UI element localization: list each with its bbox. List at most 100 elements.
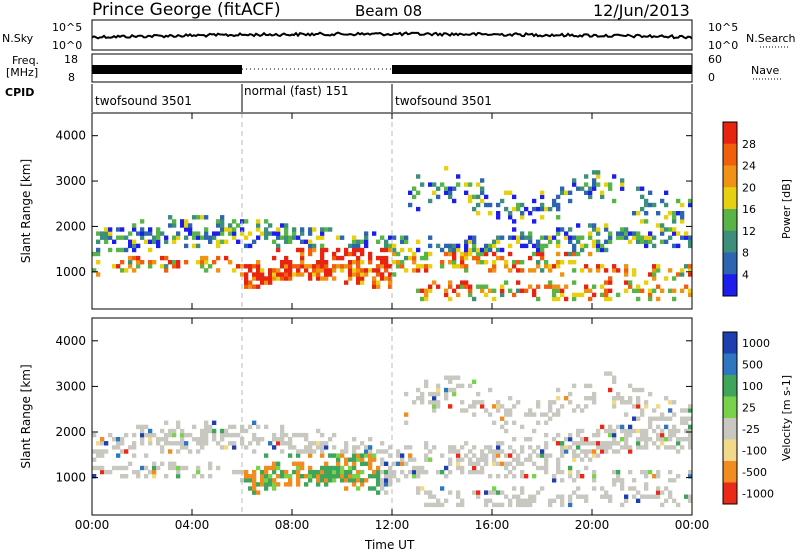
power-colorbar-swatch — [723, 187, 737, 210]
velocity-cell — [364, 449, 369, 454]
velocity-heatmap — [92, 371, 693, 508]
power-cell — [200, 215, 205, 220]
velocity-cell — [156, 441, 161, 446]
velocity-cell — [624, 441, 629, 446]
power-colorbar-tick-label: 8 — [742, 247, 749, 260]
velocity-cell — [472, 461, 477, 466]
velocity-cell — [152, 465, 157, 471]
velocity-cell — [160, 449, 165, 454]
velocity-cell — [280, 449, 285, 454]
velocity-cell — [356, 469, 361, 475]
power-cell — [468, 288, 473, 293]
power-cell — [556, 264, 561, 269]
power-cell — [564, 235, 569, 240]
power-cell — [440, 182, 445, 187]
velocity-cell — [628, 432, 633, 438]
power-cell — [184, 219, 189, 224]
velocity-cell — [300, 432, 305, 438]
power-cell — [472, 296, 477, 302]
velocity-cell — [576, 428, 581, 434]
velocity-cell — [600, 449, 605, 454]
power-cell — [592, 178, 597, 183]
power-cell — [284, 272, 289, 277]
velocity-cell — [260, 437, 265, 442]
power-cell — [480, 288, 485, 293]
velocity-cell — [368, 453, 373, 458]
power-cell — [172, 239, 177, 244]
velocity-cell — [632, 404, 637, 409]
velocity-cell — [484, 498, 489, 503]
power-cell — [632, 288, 637, 293]
velocity-cell — [576, 453, 581, 458]
power-cell — [420, 296, 425, 302]
velocity-cell — [324, 474, 329, 479]
velocity-cell — [556, 461, 561, 466]
velocity-cell — [140, 428, 145, 434]
velocity-cell — [652, 474, 657, 479]
velocity-cell — [580, 441, 585, 446]
velocity-cell — [684, 428, 689, 434]
power-cell — [204, 231, 209, 236]
velocity-cell — [560, 502, 565, 508]
velocity-cell — [368, 449, 373, 454]
cpid-segment-3: twofsound 3501 — [395, 94, 492, 108]
velocity-cell — [508, 469, 513, 475]
power-cell — [468, 182, 473, 187]
power-cell — [300, 227, 305, 232]
velocity-cell — [440, 453, 445, 458]
velocity-cell — [572, 478, 577, 483]
velocity-cell — [612, 478, 617, 483]
velocity-cell — [368, 445, 373, 450]
velocity-colorbar-swatch — [723, 396, 737, 419]
power-cell — [648, 288, 653, 293]
velocity-cell — [672, 428, 677, 434]
power-cell — [268, 280, 273, 285]
power-cell — [484, 260, 489, 265]
power-cell — [416, 190, 421, 195]
power-cell — [488, 211, 493, 216]
velocity-cell — [104, 441, 109, 446]
power-cell — [672, 215, 677, 220]
velocity-cell — [664, 437, 669, 442]
power-cell — [312, 268, 317, 273]
velocity-cell — [660, 502, 665, 508]
power-cell — [284, 235, 289, 240]
velocity-cell — [272, 437, 277, 442]
velocity-cell — [232, 424, 237, 430]
power-colorbar-frame — [722, 121, 738, 297]
velocity-cell — [352, 457, 357, 462]
power-cell — [368, 260, 373, 265]
power-cell — [472, 194, 477, 200]
power-cell — [592, 170, 597, 175]
velocity-cell — [136, 469, 141, 475]
power-cell — [96, 247, 101, 253]
velocity-cell — [672, 412, 677, 417]
velocity-cell — [268, 465, 273, 471]
power-cell — [532, 243, 537, 249]
power-cell — [572, 235, 577, 240]
power-cell — [316, 276, 321, 281]
power-cell — [288, 268, 293, 273]
velocity-cell — [300, 449, 305, 454]
power-cell — [96, 272, 101, 277]
power-cell — [560, 227, 565, 232]
velocity-cell — [512, 457, 517, 462]
power-cell — [648, 202, 653, 208]
power-cell — [500, 284, 505, 289]
velocity-cell — [324, 469, 329, 475]
power-cell — [504, 206, 509, 212]
power-colorbar-tick-label: 24 — [742, 160, 756, 173]
velocity-cell — [640, 412, 645, 417]
velocity-cell — [140, 437, 145, 442]
power-cell — [640, 219, 645, 224]
velocity-cell — [264, 469, 269, 475]
power-cell — [544, 235, 549, 240]
power-cell — [468, 194, 473, 200]
velocity-cell — [400, 461, 405, 466]
power-cell — [652, 202, 657, 208]
velocity-cell — [668, 428, 673, 434]
freq-label: Freq. — [12, 54, 40, 67]
velocity-cell — [504, 428, 509, 434]
velocity-cell — [456, 494, 461, 499]
velocity-cell — [324, 465, 329, 471]
